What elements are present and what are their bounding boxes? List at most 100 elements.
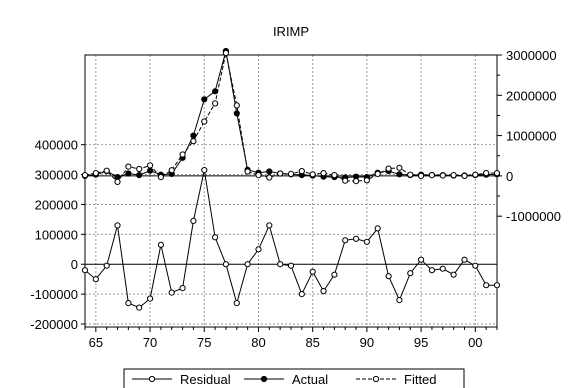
x-tick-label: 00 xyxy=(468,335,482,350)
legend-label: Residual xyxy=(180,372,231,387)
data-point-residual xyxy=(244,261,251,268)
x-tick-label: 75 xyxy=(197,335,211,350)
chart-title: IRIMP xyxy=(273,24,309,39)
left-tick-label: 200000 xyxy=(35,197,78,212)
data-point-fitted xyxy=(287,170,295,177)
data-point-residual xyxy=(136,304,143,311)
data-point-fitted xyxy=(266,174,273,181)
right-tick-label: 2000000 xyxy=(506,88,557,103)
right-axis: -1000000 0 1000000 2000000 3000000 xyxy=(497,48,561,224)
data-point-actual xyxy=(136,172,143,179)
legend-swatch-marker xyxy=(260,375,268,383)
data-point-residual xyxy=(342,237,349,244)
x-tick-label: 95 xyxy=(414,335,428,350)
data-point-fitted xyxy=(190,138,197,145)
legend-box xyxy=(123,368,465,388)
data-point-residual xyxy=(483,282,490,289)
data-point-fitted xyxy=(461,172,468,179)
data-point-residual xyxy=(92,276,99,283)
data-point-fitted xyxy=(201,118,208,125)
data-point-fitted xyxy=(342,177,349,184)
data-point-residual xyxy=(363,238,370,245)
data-point-actual xyxy=(190,132,197,139)
series-layer xyxy=(81,47,501,311)
data-point-residual xyxy=(212,234,219,241)
data-point-residual xyxy=(233,300,240,307)
series-line-fitted xyxy=(84,52,497,183)
x-tick-label: 80 xyxy=(251,335,265,350)
data-point-actual xyxy=(147,167,154,174)
data-point-actual xyxy=(125,170,132,177)
data-point-residual xyxy=(407,270,414,277)
left-tick-label: 0 xyxy=(71,257,78,272)
right-tick-label: 0 xyxy=(506,169,513,184)
right-tick-label: -1000000 xyxy=(506,209,561,224)
data-point-fitted xyxy=(396,164,403,171)
data-point-fitted xyxy=(136,165,143,173)
data-point-fitted xyxy=(374,170,381,177)
x-tick-label: 90 xyxy=(360,335,374,350)
data-point-residual xyxy=(374,225,381,232)
data-point-residual xyxy=(125,300,132,307)
data-point-fitted xyxy=(418,172,425,179)
left-tick-label: 300000 xyxy=(35,168,78,183)
left-axis: -200000 -100000 0 100000 200000 300000 400000 xyxy=(30,138,85,332)
data-point-residual xyxy=(461,256,468,263)
data-point-fitted xyxy=(493,170,501,177)
data-point-fitted xyxy=(103,167,110,174)
data-point-residual xyxy=(168,289,175,296)
legend-swatch-marker xyxy=(148,375,156,383)
data-point-residual xyxy=(201,167,208,174)
data-point-residual xyxy=(428,267,435,274)
data-point-fitted xyxy=(439,172,446,179)
data-point-fitted xyxy=(320,170,327,177)
legend-swatch-marker xyxy=(372,375,380,383)
data-point-residual xyxy=(418,256,425,263)
data-point-residual xyxy=(222,261,229,268)
grid xyxy=(85,55,497,327)
x-tick-label: 85 xyxy=(305,335,319,350)
data-point-fitted xyxy=(222,49,229,57)
data-point-fitted xyxy=(483,170,490,177)
data-point-residual xyxy=(353,235,360,242)
data-point-residual xyxy=(472,262,479,269)
data-point-actual xyxy=(396,171,403,178)
data-point-fitted xyxy=(331,172,338,179)
data-point-residual xyxy=(287,262,295,269)
data-point-residual xyxy=(179,285,186,292)
data-point-fitted xyxy=(114,178,121,185)
data-point-fitted xyxy=(233,102,240,109)
zero-lines xyxy=(85,175,497,265)
data-point-actual xyxy=(201,96,208,103)
data-point-fitted xyxy=(472,171,479,178)
data-point-residual xyxy=(396,297,403,304)
data-point-fitted xyxy=(147,162,154,169)
left-tick-label: -100000 xyxy=(30,287,78,302)
data-point-fitted xyxy=(407,171,414,178)
data-point-fitted xyxy=(81,172,89,179)
data-point-fitted xyxy=(244,168,251,175)
data-point-residual xyxy=(157,241,164,248)
series-line-residual xyxy=(84,169,497,309)
data-point-residual xyxy=(147,295,154,302)
right-tick-label: 1000000 xyxy=(506,129,557,144)
x-tick-label: 70 xyxy=(143,335,157,350)
x-axis: 65 70 75 80 85 90 95 00 xyxy=(84,327,498,350)
data-point-fitted xyxy=(125,163,132,170)
series-line-actual xyxy=(84,50,498,179)
data-point-fitted xyxy=(212,100,219,107)
plot-frame xyxy=(84,54,498,328)
data-point-residual xyxy=(277,261,284,268)
data-point-residual xyxy=(309,268,316,275)
legend-label: Actual xyxy=(292,372,328,387)
data-point-actual xyxy=(266,168,273,175)
data-point-fitted xyxy=(428,172,435,179)
data-point-fitted xyxy=(385,165,392,172)
data-point-residual xyxy=(493,282,501,289)
left-tick-label: -200000 xyxy=(30,317,78,332)
data-point-residual xyxy=(190,217,197,224)
data-point-residual xyxy=(439,265,446,272)
series-fitted xyxy=(81,49,501,185)
data-point-fitted xyxy=(353,178,360,185)
